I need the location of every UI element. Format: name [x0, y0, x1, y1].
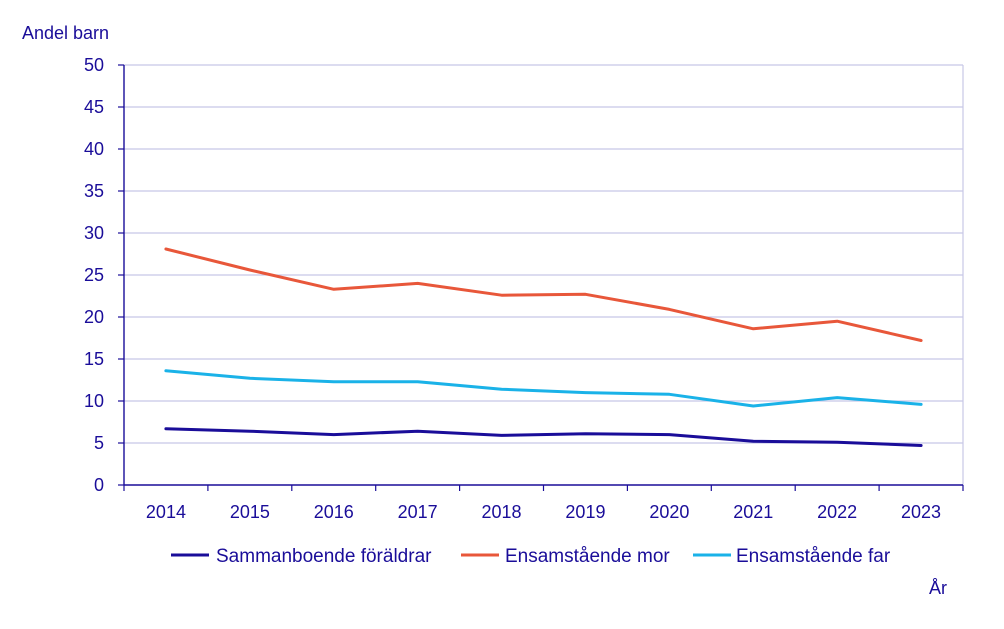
- axes: [123, 65, 963, 486]
- y-tick-label-40: 40: [84, 139, 104, 159]
- x-tick-label-2023: 2023: [901, 502, 941, 522]
- x-tick-label-2019: 2019: [565, 502, 605, 522]
- x-tick-label-2014: 2014: [146, 502, 186, 522]
- x-axis-title: År: [929, 578, 947, 598]
- y-tick-label-15: 15: [84, 349, 104, 369]
- y-tick-label-50: 50: [84, 55, 104, 75]
- x-tick-label-2020: 2020: [649, 502, 689, 522]
- x-tick-label-2021: 2021: [733, 502, 773, 522]
- x-tick-label-2015: 2015: [230, 502, 270, 522]
- series-line-3: [164, 369, 923, 408]
- y-axis-title: Andel barn: [22, 23, 109, 43]
- legend-label-1: Sammanboende föräldrar: [216, 546, 432, 567]
- series-lines: [164, 247, 923, 447]
- legend-label-2: Ensamstående mor: [505, 546, 670, 567]
- x-tick-label-2017: 2017: [398, 502, 438, 522]
- y-tick-label-20: 20: [84, 307, 104, 327]
- x-tick-label-2016: 2016: [314, 502, 354, 522]
- y-tick-label-25: 25: [84, 265, 104, 285]
- x-axis-ticks: 2014 2015 2016 2017 2018 2019 2020 2021 2022 2023: [123, 485, 964, 522]
- gridlines: [124, 64, 964, 485]
- y-tick-label-10: 10: [84, 391, 104, 411]
- legend-label-3: Ensamstående far: [736, 546, 891, 567]
- y-axis-ticks: 0 5 10 15 20 25 30 35 40 45 50: [84, 55, 124, 495]
- y-tick-label-30: 30: [84, 223, 104, 243]
- y-tick-label-0: 0: [94, 475, 104, 495]
- x-tick-label-2018: 2018: [482, 502, 522, 522]
- y-tick-label-45: 45: [84, 97, 104, 117]
- y-tick-label-35: 35: [84, 181, 104, 201]
- x-tick-label-2022: 2022: [817, 502, 857, 522]
- series-line-2: [164, 247, 923, 342]
- series-line-1: [164, 427, 923, 447]
- y-tick-label-5: 5: [94, 433, 104, 453]
- legend: Sammanboende föräldrar Ensamstående mor En…: [171, 546, 891, 567]
